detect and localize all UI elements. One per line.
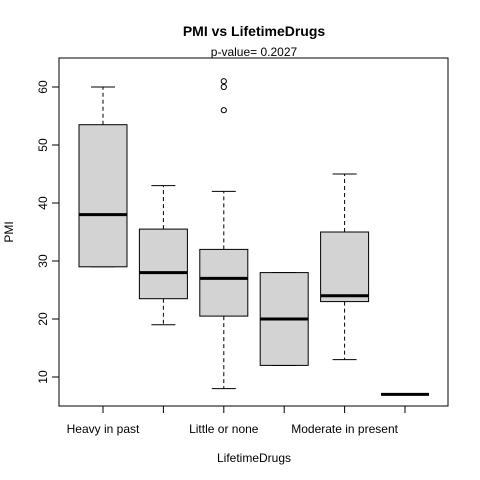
y-tick-label: 50 (36, 138, 50, 152)
box (320, 231, 370, 303)
chart-title: PMI vs LifetimeDrugs (183, 23, 326, 39)
outlier-point (220, 83, 227, 91)
y-tick-label: 40 (36, 196, 50, 210)
outlier-point (220, 107, 227, 114)
y-tick-label: 20 (36, 312, 50, 326)
y-tick-label: 60 (36, 80, 50, 94)
x-tick-label: Moderate in present (291, 422, 398, 436)
y-axis-label: PMI (2, 221, 16, 242)
chart-marks: 10 20 30 40 50 60 Heavy in past Little or none M… (36, 78, 429, 436)
plot-frame (58, 57, 449, 407)
box (138, 228, 188, 300)
box (199, 248, 249, 317)
box (78, 124, 128, 268)
chart-subtitle: p-value= 0.2027 (211, 45, 298, 59)
x-tick-label: Heavy in past (67, 422, 140, 436)
x-tick-label: Little or none (189, 422, 259, 436)
y-tick-label: 10 (36, 370, 50, 384)
y-tick-label: 30 (36, 254, 50, 268)
x-axis-label: LifetimeDrugs (217, 451, 291, 465)
outlier-point (220, 78, 227, 85)
